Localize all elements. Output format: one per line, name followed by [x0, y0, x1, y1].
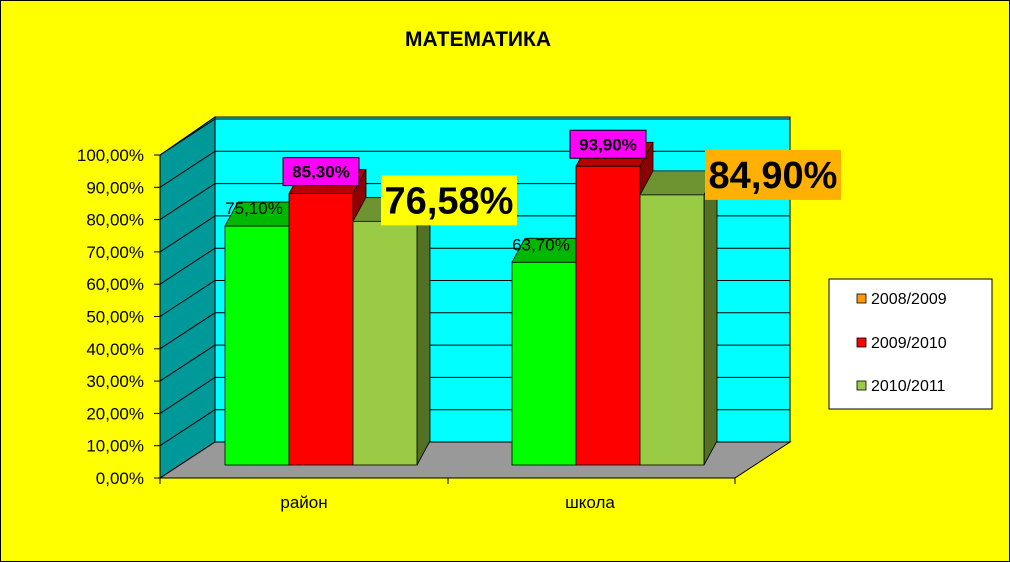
- bar-front: [352, 220, 418, 466]
- legend-swatch-2010-2011: [856, 380, 867, 391]
- legend: 2008/2009 2009/2010 2010/2011: [828, 278, 993, 410]
- gridline-side: [159, 409, 216, 447]
- bar-школа-2010/2011: [639, 170, 718, 466]
- legend-label-2008-2009: 2008/2009: [871, 291, 947, 308]
- data-label-text: 63,70%: [512, 235, 570, 254]
- data-label-школа-2008/2009: 63,70%: [512, 235, 570, 254]
- legend-swatch-2008-2009: [856, 293, 867, 304]
- data-label-box: [381, 175, 517, 226]
- data-label-школа-2010/2011: 84,90%: [705, 149, 841, 200]
- gridline-side: [159, 150, 216, 188]
- bar-front: [511, 261, 577, 466]
- x-tick-label-shkola: школа: [565, 493, 615, 512]
- y-tick-label: 90,00%: [86, 178, 144, 197]
- legend-label-2010-2011: 2010/2011: [871, 378, 946, 395]
- data-label-box: [282, 157, 360, 187]
- bar-front: [639, 194, 705, 466]
- x-tick-label-raion: район: [280, 493, 327, 512]
- chart-title: МАТЕМАТИКА: [405, 28, 551, 51]
- data-label-район-2009/2010: 85,30%: [282, 157, 360, 187]
- bars: [224, 141, 718, 466]
- y-tick-label: 50,00%: [86, 308, 144, 327]
- gridline-side: [159, 344, 216, 382]
- bar-side: [703, 170, 718, 466]
- bar-front: [224, 225, 290, 466]
- legend-swatch-2009-2010: [856, 337, 867, 348]
- gridline-side: [159, 215, 216, 253]
- legend-box: [828, 278, 993, 410]
- y-tick-label: 0,00%: [96, 469, 144, 488]
- data-label-район-2008/2009: 75,10%: [225, 199, 283, 218]
- gridline-side: [159, 247, 216, 285]
- gridline-side: [159, 376, 216, 414]
- y-tick-label: 100,00%: [77, 146, 144, 165]
- data-labels: 75,10% 63,70% 85,30% 93,90% 76,58% 84,90%: [225, 129, 841, 254]
- y-axis-ticks: 0,00% 10,00% 20,00% 30,00% 40,00% 50,00% 60,00…: [77, 146, 160, 488]
- bar-front: [575, 165, 641, 466]
- y-tick-label: 30,00%: [86, 372, 144, 391]
- bar-район-2010/2011: [352, 196, 431, 466]
- data-label-text: 84,90%: [709, 155, 838, 197]
- gridline-side: [159, 118, 216, 156]
- y-tick-label: 20,00%: [86, 404, 144, 423]
- data-label-школа-2009/2010: 93,90%: [569, 129, 647, 159]
- gridline-side: [159, 280, 216, 317]
- y-tick-label: 70,00%: [86, 243, 144, 262]
- data-label-район-2010/2011: 76,58%: [381, 175, 517, 226]
- bar-side: [416, 197, 431, 466]
- data-label-box: [569, 129, 647, 159]
- data-label-text: 75,10%: [225, 199, 283, 218]
- legend-label-2009-2010: 2009/2010: [871, 335, 947, 352]
- y-tick-label: 10,00%: [86, 437, 144, 456]
- data-label-box: [705, 149, 841, 200]
- data-label-text: 93,90%: [579, 135, 637, 154]
- gridline-side: [159, 312, 216, 350]
- chart-side-wall: [159, 116, 216, 479]
- gridline-side: [159, 441, 216, 479]
- y-tick-label: 40,00%: [86, 340, 144, 359]
- data-label-text: 76,58%: [385, 180, 514, 222]
- y-tick-label: 80,00%: [86, 211, 144, 230]
- gridline-side: [159, 183, 216, 221]
- bar-front: [288, 193, 354, 466]
- data-label-text: 85,30%: [292, 163, 350, 182]
- y-tick-label: 60,00%: [86, 275, 144, 294]
